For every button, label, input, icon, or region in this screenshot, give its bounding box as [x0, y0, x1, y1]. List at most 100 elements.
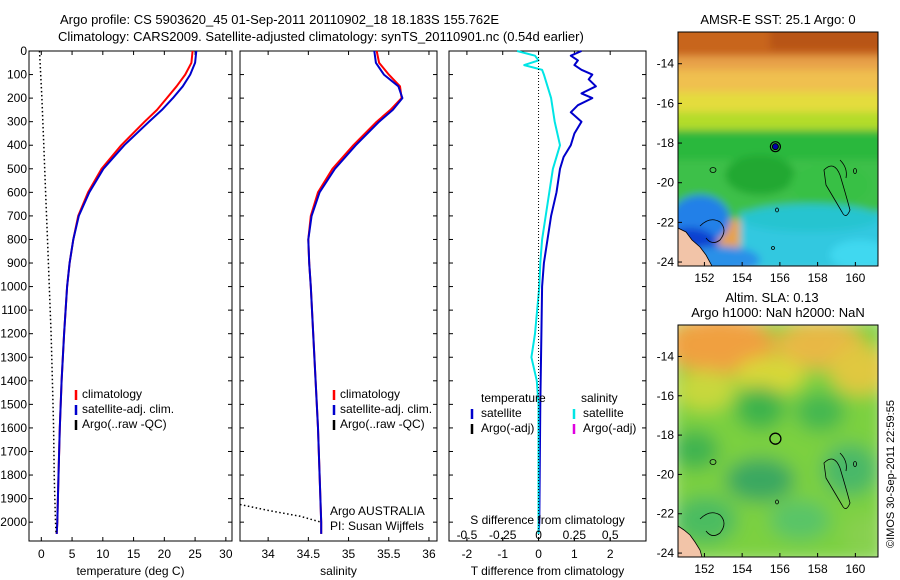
- sla-map-title: Altim. SLA: 0.13: [725, 290, 818, 305]
- map-y-tick-label: -16: [657, 96, 675, 110]
- y-tick-label: 1000: [0, 280, 27, 294]
- series-line: [537, 50, 597, 534]
- map-y-tick-label: -22: [657, 215, 675, 229]
- series-line: [38, 50, 57, 534]
- map-y-tick-label: -14: [657, 57, 675, 71]
- map-x-tick-label: 158: [808, 271, 828, 285]
- x-tick-label: 0: [38, 547, 45, 561]
- map-y-tick-label: -24: [657, 255, 675, 269]
- x-tick-label: 5: [69, 547, 76, 561]
- x-tick-label: 30: [219, 547, 233, 561]
- legend-label: satellite: [583, 406, 624, 420]
- sla-map-subtitle: Argo h1000: NaN h2000: NaN: [691, 305, 864, 320]
- x-tick-label: 36: [422, 547, 436, 561]
- profile-panels: 0100200300400500600700800900100011001200…: [0, 44, 647, 578]
- y-tick-label: 500: [7, 162, 27, 176]
- sst-coast: [678, 227, 713, 266]
- y-tick-label: 1500: [0, 397, 27, 411]
- map-x-tick-label: 152: [694, 562, 714, 576]
- map-x-tick-label: 160: [845, 271, 865, 285]
- legend-label: climatology: [340, 387, 400, 401]
- x-axis-label-salinity: S difference from climatology: [470, 513, 625, 527]
- sla-coast: [678, 525, 703, 557]
- figure-title-line1: Argo profile: CS 5903620_45 01-Sep-2011 …: [60, 12, 499, 27]
- x-tick-label-salinity: 0: [535, 528, 542, 542]
- x-tick-label: 2: [607, 547, 614, 561]
- plot-frame: [448, 50, 647, 542]
- sla-map: Altim. SLA: 0.13 Argo h1000: NaN h2000: …: [657, 290, 879, 576]
- x-tick-label: 25: [188, 547, 202, 561]
- x-tick-label: 34.5: [297, 547, 321, 561]
- legend-title: temperature: [481, 391, 546, 405]
- plot-frame: [239, 50, 438, 542]
- plot-frame: [28, 50, 233, 542]
- map-y-tick-label: -20: [657, 176, 675, 190]
- x-tick-label: 10: [96, 547, 110, 561]
- series-line: [55, 50, 194, 534]
- y-tick-label: 100: [7, 68, 27, 82]
- legend-label: Argo(..raw -QC): [82, 417, 167, 431]
- x-tick-label: 35.5: [377, 547, 401, 561]
- sst-map: AMSR-E SST: 25.1 Argo: 0: [657, 12, 879, 285]
- map-x-tick-label: 156: [770, 562, 790, 576]
- y-tick-label: 200: [7, 91, 27, 105]
- legend-label: Argo(-adj): [481, 421, 534, 435]
- map-y-tick-label: -22: [657, 507, 675, 521]
- y-tick-label: 600: [7, 185, 27, 199]
- y-tick-label: 700: [7, 209, 27, 223]
- y-tick-label: 300: [7, 115, 27, 129]
- y-tick-label: 1400: [0, 374, 27, 388]
- x-tick-label: 34: [261, 547, 275, 561]
- argo-marker: [771, 143, 779, 151]
- sst-reef-outline: [823, 165, 851, 216]
- x-tick-label: -2: [462, 547, 473, 561]
- y-tick-label: 1900: [0, 492, 27, 506]
- x-tick-label: 20: [158, 547, 172, 561]
- x-tick-label: 0: [535, 547, 542, 561]
- figure-title-line2: Climatology: CARS2009. Satellite-adjuste…: [58, 29, 584, 44]
- x-tick-label-salinity: -0.5: [457, 528, 478, 542]
- x-tick-label: 15: [127, 547, 141, 561]
- map-x-tick-label: 154: [732, 562, 752, 576]
- map-x-tick-label: 154: [732, 271, 752, 285]
- timestamp-stamp: ©IMOS 30-Sep-2011 22:59:55: [885, 400, 897, 548]
- x-tick-label-salinity: 0.5: [602, 528, 619, 542]
- x-axis-label: salinity: [320, 564, 357, 578]
- legend-label: satellite-adj. clim.: [82, 402, 174, 416]
- y-tick-label: 800: [7, 232, 27, 246]
- map-x-tick-label: 160: [845, 562, 865, 576]
- x-axis-label: temperature (deg C): [76, 564, 184, 578]
- sla-field: [678, 325, 878, 557]
- y-tick-label: 1300: [0, 350, 27, 364]
- x-tick-label: -1: [497, 547, 508, 561]
- series-line: [307, 50, 403, 534]
- x-tick-label-salinity: 0.25: [563, 528, 587, 542]
- panel-temperature: 0100200300400500600700800900100011001200…: [0, 44, 233, 578]
- legend-label: satellite-adj. clim.: [340, 402, 432, 416]
- series-line: [55, 50, 198, 534]
- series-line: [307, 50, 404, 534]
- legend-label: satellite: [481, 406, 522, 420]
- panel-difference: -2 -1 0 1 2 T difference from climatology temp…: [448, 50, 647, 578]
- legend-label: Argo(..raw -QC): [340, 417, 425, 431]
- y-tick-label: 2000: [0, 515, 27, 529]
- map-y-tick-label: -14: [657, 349, 675, 363]
- x-tick-label: 1: [571, 547, 578, 561]
- y-tick-label: 0: [20, 44, 27, 58]
- map-y-tick-label: -16: [657, 389, 675, 403]
- x-tick-label: 35: [342, 547, 356, 561]
- map-x-tick-label: 152: [694, 271, 714, 285]
- map-x-tick-label: 156: [770, 271, 790, 285]
- argo-marker: [769, 432, 782, 445]
- series-line: [516, 50, 561, 534]
- y-tick-label: 1600: [0, 421, 27, 435]
- y-tick-label: 1100: [1, 303, 27, 317]
- map-y-tick-label: -20: [657, 467, 675, 481]
- x-axis-label: T difference from climatology: [471, 564, 625, 578]
- panel-salinity: 34 34.5 35 35.5 36 salinity climatologysatelli…: [239, 50, 438, 578]
- legend-title: salinity: [581, 391, 618, 405]
- y-tick-label: 900: [7, 256, 27, 270]
- argo-marker-ring: [769, 141, 781, 153]
- map-y-tick-label: -18: [657, 136, 675, 150]
- map-y-tick-label: -24: [657, 546, 675, 560]
